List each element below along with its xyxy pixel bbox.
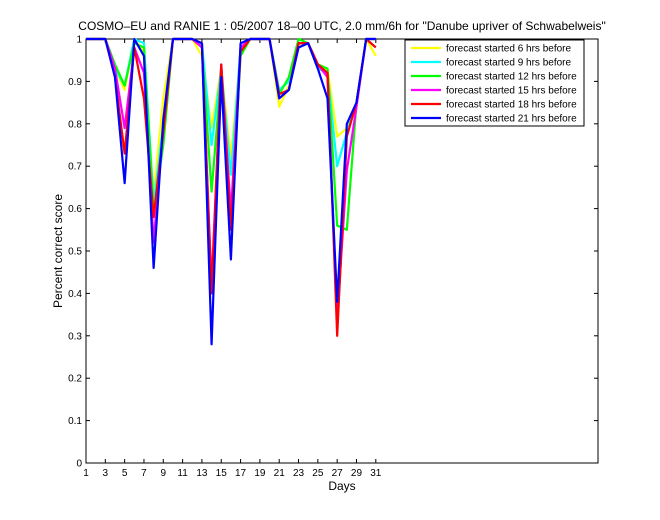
x-tick-label: 3 (103, 468, 109, 479)
x-tick-label: 7 (141, 468, 147, 479)
legend-entry: forecast started 6 hrs before (446, 44, 572, 55)
y-tick-label: 0 (76, 459, 82, 470)
x-tick-label: 9 (161, 468, 167, 479)
x-tick-label: 31 (370, 468, 382, 479)
legend-entry: forecast started 9 hrs before (446, 58, 572, 69)
x-tick-label: 1 (83, 468, 89, 479)
x-tick-label: 15 (216, 468, 228, 479)
legend-entry: forecast started 12 hrs before (446, 72, 577, 83)
y-tick-label: 1 (76, 35, 82, 46)
x-tick-label: 17 (235, 468, 247, 479)
x-tick-label: 13 (196, 468, 208, 479)
chart-title: COSMO–EU and RANIE 1 : 05/2007 18–00 UTC… (78, 19, 605, 33)
x-axis: 1 3 5 7 9 11 13 15 17 19 21 23 25 27 29 31 (83, 39, 382, 479)
x-tick-label: 25 (312, 468, 324, 479)
legend: forecast started 6 hrs before forecast st… (404, 39, 585, 127)
y-axis: 0 0.1 0.2 0.3 0.4 0.5 0.6 0.7 0.8 0.9 1 (68, 35, 598, 470)
series-line-6 (86, 37, 376, 346)
y-tick-label: 0.7 (68, 162, 82, 173)
y-tick-label: 0.6 (68, 204, 82, 215)
y-tick-label: 0.3 (68, 331, 82, 342)
y-axis-label: Percent correct score (51, 194, 65, 308)
x-axis-label: Days (328, 479, 355, 493)
y-tick-label: 0.2 (68, 374, 82, 385)
x-tick-label: 23 (293, 468, 305, 479)
legend-entry: forecast started 21 hrs before (446, 114, 577, 125)
y-tick-label: 0.5 (68, 247, 82, 258)
y-tick-label: 0.4 (68, 289, 82, 300)
x-tick-label: 21 (274, 468, 286, 479)
x-tick-label: 29 (351, 468, 363, 479)
series-lines (86, 37, 377, 346)
legend-box (404, 39, 585, 127)
y-tick-label: 0.9 (68, 77, 82, 88)
y-tick-label: 0.8 (68, 119, 82, 130)
legend-entry: forecast started 18 hrs before (446, 100, 577, 111)
legend-entry: forecast started 15 hrs before (446, 86, 577, 97)
x-tick-label: 11 (177, 468, 188, 479)
x-tick-label: 5 (122, 468, 128, 479)
y-tick-label: 0.1 (68, 416, 82, 427)
x-tick-label: 27 (332, 468, 344, 479)
x-tick-label: 19 (254, 468, 266, 479)
